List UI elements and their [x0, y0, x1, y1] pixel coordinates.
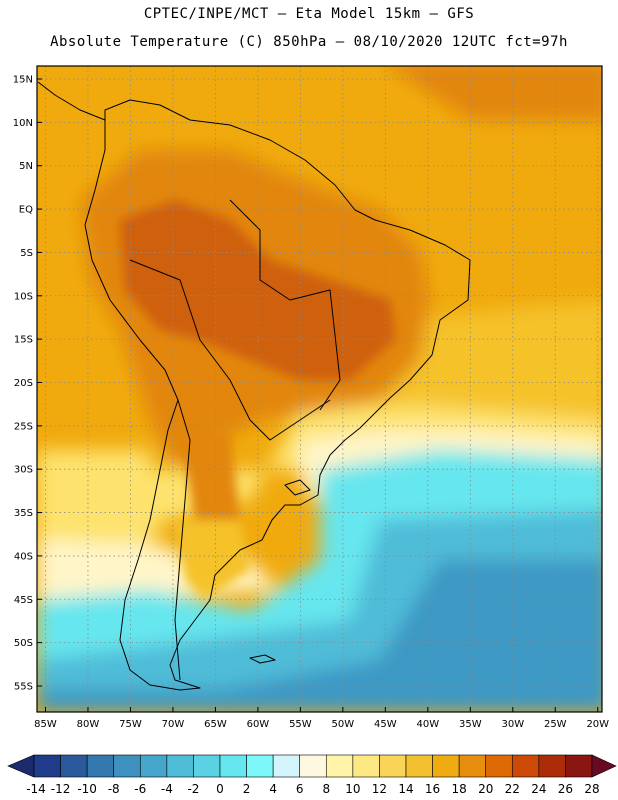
colorbar-label: 16 — [425, 782, 440, 796]
colorbar-swatch — [352, 754, 380, 778]
lon-tick-label: 30W — [501, 719, 524, 730]
map-frame — [36, 65, 603, 713]
colorbar-swatch — [325, 754, 354, 778]
lat-tick-label: 5S — [20, 248, 33, 259]
colorbar-label: 2 — [243, 782, 251, 796]
colorbar-label: -12 — [51, 782, 71, 796]
colorbar-swatch — [565, 754, 593, 778]
colorbar-label: -14 — [26, 782, 46, 796]
brazil-border — [229, 199, 341, 411]
colorbar-label: 26 — [558, 782, 573, 796]
colorbar-under-arrow — [7, 754, 35, 778]
peru-bolivia-border — [129, 259, 331, 441]
field-patagonia-mild — [175, 520, 250, 600]
uruguay-lagoon — [284, 479, 311, 496]
colorbar-swatch — [219, 754, 247, 778]
lat-tick-label: 45S — [14, 595, 33, 606]
argentina-chile-border — [174, 399, 191, 681]
colorbar-label: -6 — [134, 782, 146, 796]
colorbar-label: 0 — [216, 782, 224, 796]
colorbar-swatch — [379, 754, 407, 778]
chart-title: CPTEC/INPE/MCT – Eta Model 15km – GFS — [143, 6, 475, 22]
colorbar-label: 4 — [269, 782, 277, 796]
colorbar-over-arrow — [591, 754, 617, 778]
falklands-outline — [249, 654, 276, 664]
colorbar-swatch — [193, 754, 221, 778]
lat-tick-label: EQ — [19, 205, 33, 216]
colorbar-swatch — [511, 754, 540, 778]
colorbar-label: -10 — [77, 782, 97, 796]
colorbar-swatch — [299, 754, 327, 778]
field-warm-core — [120, 200, 395, 380]
colorbar-swatch — [405, 754, 433, 778]
colorbar-label: 8 — [322, 782, 330, 796]
lon-tick-label: 65W — [204, 719, 227, 730]
lat-tick-label: 10N — [13, 118, 33, 129]
colorbar-label: -2 — [187, 782, 199, 796]
lat-tick-label: 15N — [13, 75, 33, 86]
colorbar-swatch — [60, 754, 88, 778]
lat-tick-label: 55S — [14, 681, 33, 692]
lon-tick-label: 40W — [417, 719, 440, 730]
lon-tick-label: 35W — [459, 719, 482, 730]
lat-tick-label: 5N — [19, 161, 33, 172]
colorbar-swatch — [33, 754, 61, 778]
lat-tick-label: 40S — [14, 551, 33, 562]
colorbar-label: 10 — [345, 782, 360, 796]
colorbar-label: 28 — [584, 782, 599, 796]
colorbar-label: 20 — [478, 782, 493, 796]
lat-tick-label: 35S — [14, 508, 33, 519]
lon-tick-label: 75W — [119, 719, 142, 730]
colorbar-label: 12 — [372, 782, 387, 796]
lon-tick-label: 45W — [374, 719, 397, 730]
lat-tick-label: 10S — [14, 291, 33, 302]
colorbar-swatch — [113, 754, 141, 778]
lon-tick-label: 60W — [247, 719, 270, 730]
colorbar-label: 14 — [398, 782, 413, 796]
latitude-labels: 15N 10N 5N EQ 5S 10S 15S 20S 25S 30S 35S 40S 45S 50S 5… — [13, 75, 42, 692]
temperature-field — [37, 66, 602, 712]
lon-tick-label: 70W — [162, 719, 185, 730]
field-atlantic-blue — [37, 560, 602, 712]
colorbar-swatch — [538, 754, 566, 778]
south-america-coastline — [84, 99, 471, 691]
colorbar-swatch — [246, 754, 274, 778]
colorbar-label: 22 — [505, 782, 520, 796]
lon-tick-label: 55W — [289, 719, 312, 730]
central-america-coast — [37, 81, 106, 121]
chart-subtitle: Absolute Temperature (C) 850hPa – 08/10/… — [50, 34, 568, 50]
lon-tick-label: 20W — [586, 719, 609, 730]
colorbar-label: 24 — [531, 782, 546, 796]
colorbar-swatch — [86, 754, 115, 778]
colorbar-swatch — [139, 754, 168, 778]
lat-tick-label: 25S — [14, 421, 33, 432]
colorbar-label: 6 — [296, 782, 304, 796]
colorbar-swatch — [166, 754, 194, 778]
lon-tick-label: 25W — [544, 719, 567, 730]
longitude-labels: 85W 80W 75W 70W 65W 60W 55W 50W 45W 40W 35W 30W 25W 2… — [34, 707, 609, 730]
coastlines — [37, 81, 471, 691]
field-pacific-pale — [37, 450, 160, 560]
colorbar-swatch — [272, 754, 301, 778]
lat-tick-label: 30S — [14, 465, 33, 476]
lon-tick-label: 85W — [34, 719, 57, 730]
field-east-warm — [389, 66, 602, 120]
lat-tick-label: 20S — [14, 378, 33, 389]
colorbar-swatch — [432, 754, 460, 778]
colorbar-swatch — [458, 754, 487, 778]
colorbar-label: -8 — [108, 782, 120, 796]
colorbar-label: -4 — [161, 782, 173, 796]
lon-tick-label: 80W — [77, 719, 100, 730]
colorbar-label: 18 — [452, 782, 467, 796]
lat-tick-label: 15S — [14, 335, 33, 346]
lat-tick-label: 50S — [14, 638, 33, 649]
lon-tick-label: 50W — [332, 719, 355, 730]
colorbar-swatch — [485, 754, 513, 778]
colorbar: -14 -12 -10 -8 -6 -4 -2 0 2 4 6 8 10 12 14 16 18 20 22 24 26… — [7, 754, 617, 796]
